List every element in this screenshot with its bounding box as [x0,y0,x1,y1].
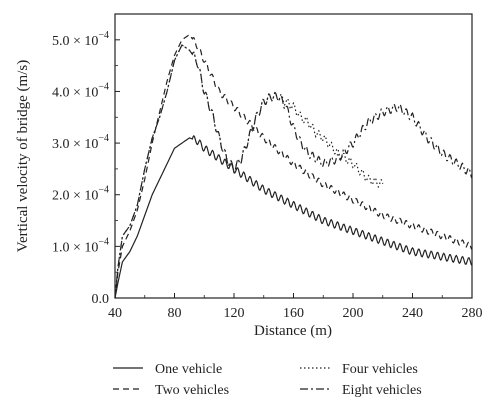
y-tick-label: 3.0 × 10−4 [52,133,109,152]
x-tick-label: 120 [224,306,245,321]
x-tick-label: 240 [402,306,423,321]
legend-label: Four vehicles [342,362,418,377]
y-tick-label: 5.0 × 10−4 [52,30,109,49]
legend: One vehicle Four vehicles Two vehicles Eigh… [113,362,422,398]
x-axis-ticks: 40 80 120 160 200 240 280 [108,293,483,321]
legend-label: Eight vehicles [342,383,422,398]
x-tick-label: 80 [168,306,182,321]
y-axis-ticks: 0.0 1.0 × 10−4 2.0 × 10−4 3.0 × 10−4 4.0 × 1… [52,30,120,307]
x-tick-label: 200 [343,306,364,321]
y-tick-label: 1.0 × 10−4 [52,236,109,255]
plot-frame [114,13,473,299]
legend-label: One vehicle [155,362,222,377]
y-tick-label: 2.0 × 10−4 [52,185,109,204]
x-axis-title: Distance (m) [254,323,332,339]
series-line [114,44,384,299]
legend-label: Two vehicles [155,383,229,398]
series-line [114,44,473,299]
x-tick-label: 280 [462,306,483,321]
y-axis-title: Vertical velocity of bridge (m/s) [15,60,31,252]
y-tick-label: 0.0 [92,292,110,307]
y-tick-label: 4.0 × 10−4 [52,81,109,100]
x-tick-label: 160 [283,306,304,321]
x-tick-label: 40 [108,306,122,321]
series-line [114,134,473,299]
series-line [114,33,473,299]
series-lines [114,33,473,299]
